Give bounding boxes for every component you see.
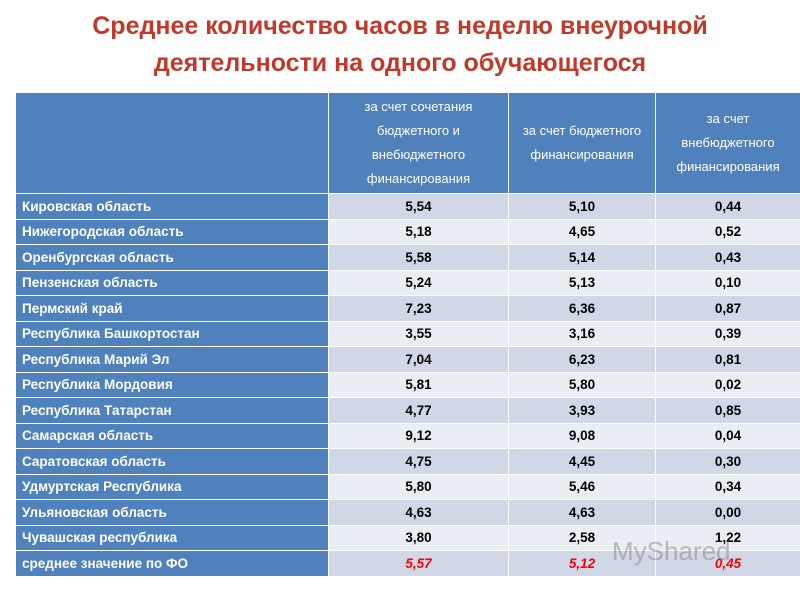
region-cell: Республика Мордовия [15, 371, 329, 398]
value-cell: 0,04 [655, 422, 800, 449]
value-cell: 0,44 [655, 193, 800, 220]
value-cell: 4,63 [328, 499, 509, 526]
row: Республика Татарстан 4,77 3,93 0,85 [15, 397, 800, 424]
row: Республика Башкортостан 3,55 3,16 0,39 [15, 320, 800, 347]
region-cell: Ульяновская область [15, 499, 329, 526]
value-cell: 5,18 [328, 218, 509, 245]
region-cell: Республика Татарстан [15, 397, 329, 424]
value-cell: 7,04 [328, 346, 509, 373]
value-cell: 0,43 [655, 244, 800, 271]
value-cell: 3,55 [328, 320, 509, 347]
row: Оренбургская область 5,58 5,14 0,43 [15, 244, 800, 271]
row: Чувашская республика 3,80 2,58 1,22 [15, 524, 800, 551]
value-cell: 5,54 [328, 193, 509, 220]
value-cell: 4,77 [328, 397, 509, 424]
region-cell: Пензенская область [15, 269, 329, 296]
value-cell: 3,93 [508, 397, 656, 424]
region-cell: Пермский край [15, 295, 329, 322]
header-cell: за счет внебюджетного финансирования [655, 92, 800, 194]
value-cell: 0,39 [655, 320, 800, 347]
value-cell: 5,13 [508, 269, 656, 296]
value-cell: 5,58 [328, 244, 509, 271]
region-cell: Нижегородская область [15, 218, 329, 245]
value-cell: 0,87 [655, 295, 800, 322]
region-cell: среднее значение по ФО [15, 550, 329, 577]
value-cell: 0,10 [655, 269, 800, 296]
value-cell: 0,00 [655, 499, 800, 526]
value-cell: 5,24 [328, 269, 509, 296]
value-cell: 0,81 [655, 346, 800, 373]
value-cell: 0,30 [655, 448, 800, 475]
row: Кировская область 5,54 5,10 0,44 [15, 193, 800, 220]
row: Удмуртская Республика 5,80 5,46 0,34 [15, 473, 800, 500]
header-cell: за счет бюджетного финансирования [508, 92, 656, 194]
value-cell: 5,57 [328, 550, 509, 577]
value-cell: 5,12 [508, 550, 656, 577]
value-cell: 4,65 [508, 218, 656, 245]
region-cell: Удмуртская Республика [15, 473, 329, 500]
value-cell: 9,08 [508, 422, 656, 449]
region-cell: Чувашская республика [15, 524, 329, 551]
row: Пензенская область 5,24 5,13 0,10 [15, 269, 800, 296]
value-cell: 5,80 [508, 371, 656, 398]
value-cell: 0,45 [655, 550, 800, 577]
header-row: за счет сочетания бюджетного и внебюджет… [15, 92, 800, 194]
row: Саратовская область 4,75 4,45 0,30 [15, 448, 800, 475]
value-cell: 4,63 [508, 499, 656, 526]
value-cell: 6,23 [508, 346, 656, 373]
value-cell: 0,34 [655, 473, 800, 500]
value-cell: 1,22 [655, 524, 800, 551]
table: за счет сочетания бюджетного и внебюджет… [15, 92, 800, 577]
region-cell: Самарская область [15, 422, 329, 449]
region-cell: Республика Башкортостан [15, 320, 329, 347]
header-cell: за счет сочетания бюджетного и внебюджет… [328, 92, 509, 194]
value-cell: 0,52 [655, 218, 800, 245]
value-cell: 5,81 [328, 371, 509, 398]
region-cell: Оренбургская область [15, 244, 329, 271]
region-cell: Кировская область [15, 193, 329, 220]
region-cell: Республика Марий Эл [15, 346, 329, 373]
value-cell: 9,12 [328, 422, 509, 449]
value-cell: 4,45 [508, 448, 656, 475]
value-cell: 6,36 [508, 295, 656, 322]
row: среднее значение по ФО 5,57 5,12 0,45 [15, 550, 800, 577]
row: Республика Марий Эл 7,04 6,23 0,81 [15, 346, 800, 373]
value-cell: 5,14 [508, 244, 656, 271]
row: Республика Мордовия 5,81 5,80 0,02 [15, 371, 800, 398]
value-cell: 5,46 [508, 473, 656, 500]
watermark: MyShared [612, 536, 731, 566]
row: Нижегородская область 5,18 4,65 0,52 [15, 218, 800, 245]
value-cell: 0,02 [655, 371, 800, 398]
region-cell: Саратовская область [15, 448, 329, 475]
row: Самарская область 9,12 9,08 0,04 [15, 422, 800, 449]
value-cell: 0,85 [655, 397, 800, 424]
value-cell: 5,80 [328, 473, 509, 500]
value-cell: 7,23 [328, 295, 509, 322]
value-cell: 5,10 [508, 193, 656, 220]
title: Среднее количество часов в неделю внеуро… [92, 12, 708, 77]
row: Ульяновская область 4,63 4,63 0,00 [15, 499, 800, 526]
row: Пермский край 7,23 6,36 0,87 [15, 295, 800, 322]
value-cell: 4,75 [328, 448, 509, 475]
value-cell: 3,16 [508, 320, 656, 347]
header-cell [15, 92, 329, 194]
value-cell: 3,80 [328, 524, 509, 551]
